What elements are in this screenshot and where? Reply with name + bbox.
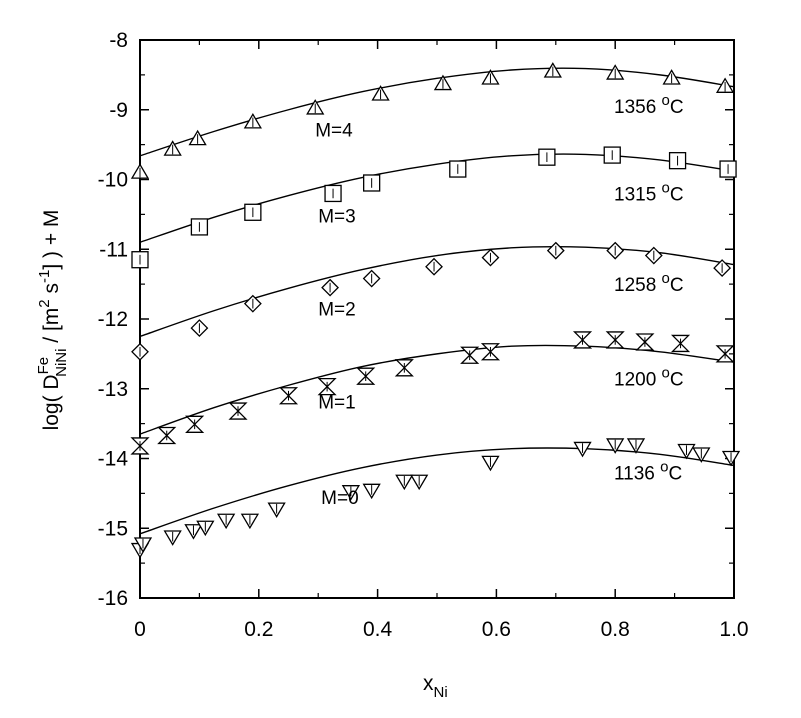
x-tick-label: 0.8	[601, 618, 630, 641]
fit-curve	[139, 67, 735, 157]
y-axis-ticks: -16 -15 -14 -13 -12 -11 -10 -9 -8	[98, 29, 734, 610]
x-axis-ticks: 0 0.2 0.4 0.6 0.8 1.0	[134, 40, 749, 641]
x-axis-title: xNi	[423, 672, 448, 701]
temperature-label: 1258 oC	[614, 270, 684, 296]
x-tick-label: 0	[134, 618, 146, 641]
temperature-label: 1200 oC	[614, 364, 684, 390]
offset-label: M=4	[315, 120, 353, 141]
y-tick-label: -10	[98, 169, 128, 192]
x-tick-label: 0.6	[482, 618, 511, 641]
y-tick-label: -16	[98, 587, 128, 610]
y-tick-label: -12	[98, 308, 128, 331]
fit-curve	[139, 245, 735, 338]
offset-label: M=3	[318, 207, 356, 228]
x-tick-label: 0.2	[244, 618, 273, 641]
y-axis-title: log( DFeNiNi / [m2 s-1] ) + M	[35, 210, 70, 431]
offset-label: M=0	[321, 488, 359, 509]
series-annotations: 1356 oC M=4 1315 oC M=3 1258 oC M=2 1200 oC M=1…	[315, 92, 683, 509]
offset-label: M=2	[318, 300, 356, 321]
data-markers	[130, 62, 741, 559]
fit-curve	[139, 153, 735, 243]
offset-label: M=1	[318, 392, 356, 413]
y-tick-label: -14	[98, 448, 129, 471]
fit-lines	[139, 67, 735, 535]
temperature-label: 1315 oC	[614, 179, 684, 205]
y-tick-label: -15	[98, 517, 128, 540]
x-tick-label: 1.0	[719, 618, 748, 641]
y-tick-label: -8	[109, 29, 128, 52]
y-tick-label: -13	[98, 378, 128, 401]
x-tick-label: 0.4	[363, 618, 393, 641]
temperature-label: 1356 oC	[614, 92, 684, 118]
fit-curve	[139, 447, 735, 535]
temperature-label: 1136 oC	[614, 458, 682, 484]
y-tick-label: -9	[109, 99, 128, 122]
y-tick-label: -11	[99, 238, 128, 261]
